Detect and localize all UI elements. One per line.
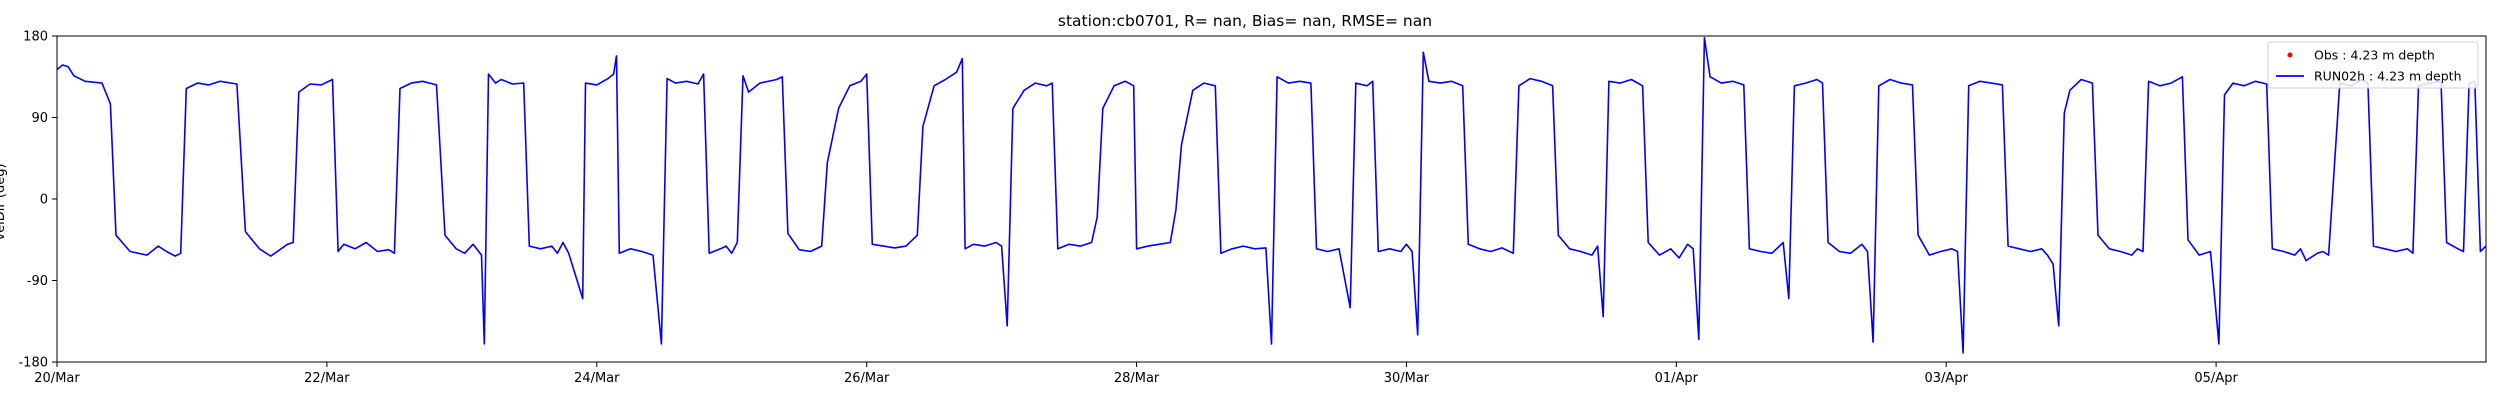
y-tick-label: 90 — [31, 111, 48, 126]
legend-marker-obs — [2287, 52, 2293, 58]
x-tick-label: 30/Mar — [1384, 371, 1430, 386]
y-axis-label: velDir (deg) — [0, 163, 8, 240]
x-axis: 20/Mar 22/Mar 24/Mar 26/Mar 28/Mar 30/Mar 01/A… — [34, 362, 2238, 386]
x-tick-label: 20/Mar — [34, 371, 80, 386]
legend: Obs : 4.23 m depth RUN02h : 4.23 m depth — [2267, 41, 2479, 89]
legend-box — [2267, 41, 2479, 89]
x-tick-label: 28/Mar — [1114, 371, 1160, 386]
chart-title: station:cb0701, R= nan, Bias= nan, RMSE=… — [1058, 12, 1432, 30]
y-axis: 180 90 0 -90 -180 — [18, 30, 57, 371]
y-tick-label: 0 — [40, 193, 48, 208]
x-tick-label: 01/Apr — [1655, 371, 1699, 386]
y-tick-label: 180 — [23, 30, 48, 45]
x-tick-label: 24/Mar — [574, 371, 620, 386]
series-line-run02h — [56, 36, 2487, 354]
y-tick-label: -90 — [27, 274, 48, 289]
x-tick-label: 22/Mar — [304, 371, 350, 386]
x-tick-label: 26/Mar — [844, 371, 890, 386]
x-tick-label: 05/Apr — [2194, 371, 2238, 386]
y-tick-label: -180 — [18, 356, 48, 371]
legend-label: RUN02h : 4.23 m depth — [2314, 69, 2462, 84]
legend-label: Obs : 4.23 m depth — [2314, 48, 2435, 63]
x-tick-label: 03/Apr — [1925, 371, 1969, 386]
